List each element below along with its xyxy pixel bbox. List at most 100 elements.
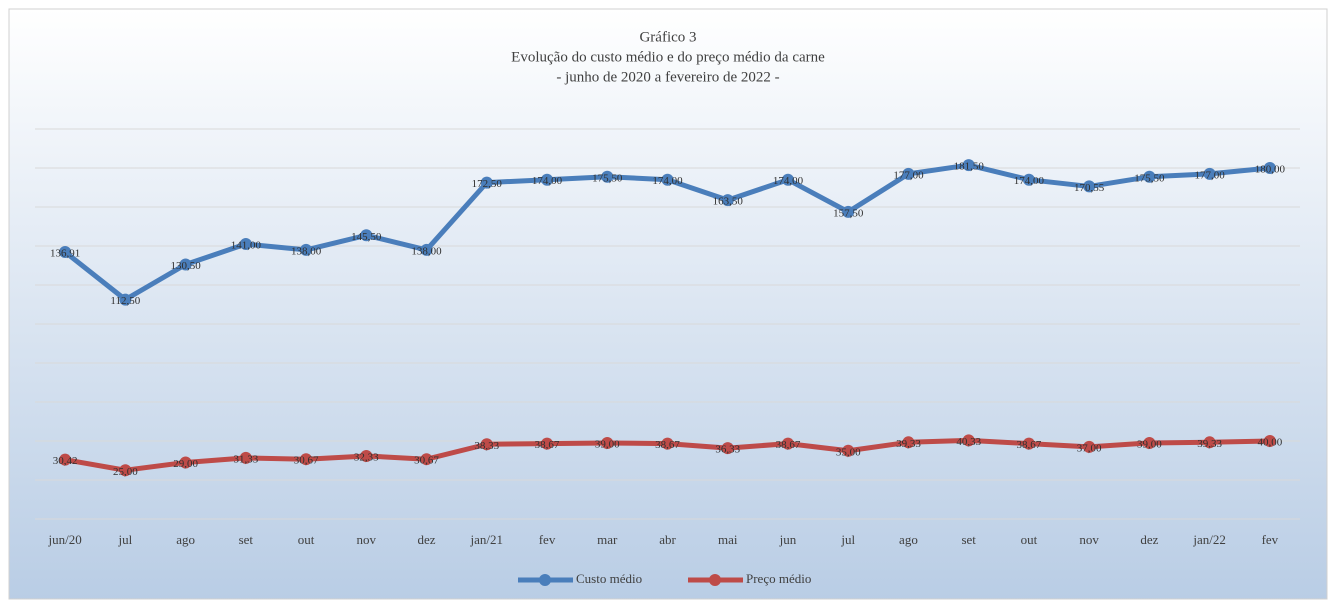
x-tick-label: jun/20	[48, 532, 82, 547]
data-label: 39,33	[896, 438, 921, 450]
data-label: 172,50	[472, 178, 503, 190]
chart-title: Evolução do custo médio e do preço médio…	[511, 49, 825, 65]
point	[661, 173, 674, 186]
point	[1022, 437, 1035, 450]
point	[1143, 170, 1156, 183]
point	[59, 246, 72, 259]
x-tick-label: set	[239, 532, 254, 547]
x-tick-label: dez	[1140, 532, 1158, 547]
point	[179, 456, 192, 469]
legend-marker	[709, 574, 721, 586]
point	[541, 437, 554, 450]
point	[902, 167, 915, 180]
point	[781, 173, 794, 186]
data-label: 136,91	[50, 248, 80, 260]
data-label: 25,00	[113, 466, 138, 478]
data-label: 40,33	[956, 436, 981, 448]
x-tick-label: out	[1021, 532, 1038, 547]
data-label: 38,67	[776, 439, 801, 451]
point	[1263, 435, 1276, 447]
data-label: 174,00	[652, 175, 683, 187]
chart-area	[8, 8, 1328, 600]
point	[420, 453, 433, 466]
data-label: 39,00	[595, 438, 620, 450]
chart-title: Gráfico 3	[639, 29, 696, 45]
point	[1263, 162, 1276, 174]
data-label: 36,33	[715, 444, 740, 456]
x-tick-label: jul	[117, 532, 132, 547]
legend-label: Preço médio	[746, 571, 811, 586]
point	[480, 438, 493, 451]
point	[902, 436, 915, 449]
x-tick-label: fev	[539, 532, 556, 547]
data-label: 141,00	[231, 240, 262, 252]
x-tick-label: jun	[779, 532, 797, 547]
point	[59, 453, 72, 466]
data-label: 39,00	[1137, 438, 1162, 450]
x-tick-label: jan/21	[470, 532, 504, 547]
data-label: 174,00	[773, 175, 804, 187]
x-tick-label: jul	[840, 532, 855, 547]
x-tick-label: mai	[718, 532, 738, 547]
point	[1022, 173, 1035, 186]
legend-marker	[539, 574, 551, 586]
data-label: 157,50	[833, 207, 864, 219]
x-tick-label: dez	[418, 532, 436, 547]
point	[300, 243, 313, 256]
data-label: 38,67	[535, 439, 560, 451]
x-tick-label: nov	[357, 532, 377, 547]
point	[721, 442, 734, 455]
point	[1203, 436, 1216, 449]
point	[300, 453, 313, 466]
point	[420, 243, 433, 256]
data-label: 174,00	[532, 175, 563, 187]
point	[239, 238, 252, 251]
data-label: 38,67	[655, 439, 680, 451]
data-label: 163,50	[713, 196, 744, 208]
data-label: 177,00	[893, 169, 924, 181]
data-label: 35,00	[836, 446, 861, 458]
data-label: 130,50	[170, 260, 201, 272]
data-label: 175,50	[592, 172, 623, 184]
x-tick-label: mar	[597, 532, 618, 547]
data-label: 177,00	[1195, 169, 1226, 181]
data-label: 30,67	[414, 455, 439, 467]
point	[119, 464, 132, 477]
x-tick-label: jan/22	[1192, 532, 1226, 547]
data-label: 138,00	[411, 245, 442, 257]
point	[119, 293, 132, 306]
point	[962, 159, 975, 172]
data-label: 175,50	[1134, 172, 1165, 184]
point	[781, 437, 794, 450]
data-label: 112,50	[110, 295, 140, 307]
data-label: 32,33	[354, 451, 379, 463]
point	[661, 437, 674, 450]
data-label: 39,33	[1197, 438, 1222, 450]
data-label: 145,50	[351, 231, 382, 243]
data-label: 181,50	[954, 161, 985, 173]
chart-title: - junho de 2020 a fevereiro de 2022 -	[556, 69, 779, 85]
data-label: 180,00	[1255, 164, 1286, 176]
data-label: 40,00	[1258, 437, 1283, 449]
data-label: 30,67	[294, 455, 319, 467]
point	[842, 444, 855, 457]
x-tick-label: nov	[1079, 532, 1099, 547]
point	[842, 205, 855, 218]
point	[721, 194, 734, 207]
point	[360, 449, 373, 462]
data-label: 31,33	[233, 453, 258, 465]
point	[962, 434, 975, 447]
point	[1083, 180, 1096, 193]
data-label: 38,33	[474, 440, 499, 452]
x-tick-label: abr	[659, 532, 676, 547]
data-label: 174,00	[1014, 175, 1045, 187]
data-label: 37,00	[1077, 442, 1102, 454]
point	[601, 170, 614, 183]
point	[1143, 436, 1156, 449]
point	[1083, 440, 1096, 453]
x-tick-label: ago	[899, 532, 918, 547]
data-label: 138,00	[291, 245, 322, 257]
x-tick-label: fev	[1262, 532, 1279, 547]
point	[601, 436, 614, 449]
